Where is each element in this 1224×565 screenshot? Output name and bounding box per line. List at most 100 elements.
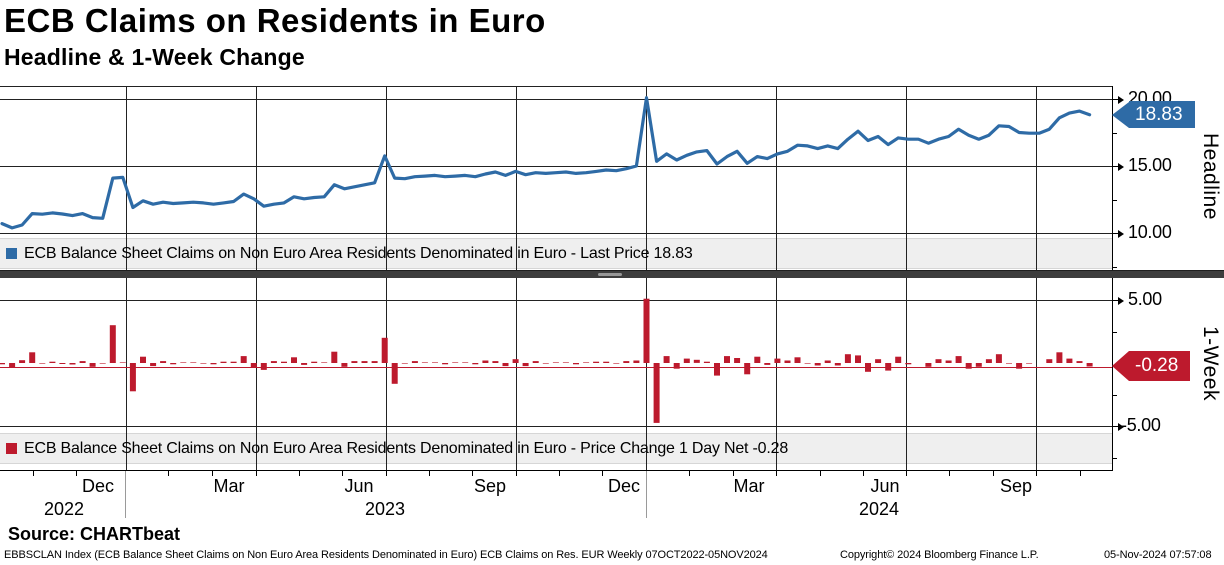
gridline-vertical [516,278,517,470]
zero-line [0,366,1112,368]
change-bar [593,361,600,363]
badge-arrow-icon [1112,351,1129,381]
change-bar [653,363,660,423]
x-axis-month-tick [1080,470,1081,476]
x-axis-month-tick [516,470,517,476]
change-bar [703,361,710,363]
axis-minor-tick [1112,331,1117,333]
x-axis-month-label: Jun [344,476,374,496]
change-bar [673,363,680,369]
change-bar [89,363,96,367]
change-bar [401,363,408,364]
change-bar [371,361,378,363]
gridline-vertical [126,86,127,270]
change-last-value-badge: -0.28 [1112,351,1191,381]
axis-tick-arrow-icon [1118,229,1124,238]
x-axis-month-tick [386,470,387,476]
change-bar [754,356,761,363]
change-bar [724,356,730,363]
axis-minor-tick [1112,394,1117,396]
axis-minor-tick [1112,199,1117,201]
right-axis-line [1112,86,1113,470]
change-bar [844,354,851,363]
bottom-legend-item[interactable]: ECB Balance Sheet Claims on Non Euro Are… [0,433,1112,464]
change-bar [59,363,66,364]
x-axis-month-label: Dec [607,476,640,496]
top-legend-item[interactable]: ECB Balance Sheet Claims on Non Euro Are… [0,238,1112,269]
change-bar [281,361,287,363]
change-bar [381,337,388,363]
gridline-vertical [256,278,257,470]
change-bar [452,362,459,363]
change-bar [925,363,932,367]
change-bar [462,362,469,363]
y-axis-tick-label: 10.00 [1128,222,1172,242]
change-bar [119,362,126,363]
change-bar [301,363,308,365]
change-bar [875,359,882,363]
change-bar [442,363,449,365]
change-bar [734,358,741,363]
gridline-vertical [386,86,387,270]
change-bar [744,363,751,375]
axis-tick-arrow-icon [1118,296,1124,305]
gridline-vertical [1036,278,1037,470]
x-axis-month-tick [33,470,34,476]
page-title: ECB Claims on Residents in Euro [4,2,546,39]
x-axis-month-tick [212,470,213,476]
change-bar [170,363,177,365]
blue-series-marker-icon [6,248,17,259]
change-bar [291,357,297,363]
change-bar [643,298,650,363]
change-bar [542,363,549,364]
x-axis-month-tick [993,470,994,476]
change-bar [331,351,338,363]
gridline-vertical [646,86,647,270]
gridline-vertical [776,86,777,270]
one-week-change-bar-chart [0,298,1093,423]
change-bar [150,363,157,367]
headline-line-chart [0,96,1092,230]
y-axis-tick-label: 15.00 [1128,155,1172,175]
x-axis-month-tick [733,470,734,476]
x-axis-month-tick [256,470,257,476]
footer-copyright: Copyright© 2024 Bloomberg Finance L.P. [840,549,1039,561]
change-bar [180,362,187,363]
change-bar [613,363,620,364]
change-bar [714,363,720,376]
change-bar [220,361,227,363]
x-axis-year-label: 2022 [43,499,85,519]
change-bar [270,361,277,363]
axis-major-tick [1112,300,1119,301]
change-bar [583,362,590,363]
axis-minor-tick [1112,457,1117,459]
change-bar [9,363,16,367]
change-bar [351,361,358,363]
change-bar [885,363,892,371]
change-bar [240,356,247,363]
change-bar [472,363,479,365]
bottom-legend-band [0,433,1112,464]
x-axis-month-label: Sep [473,476,507,496]
x-axis-month-tick [76,470,77,476]
change-bar [1006,363,1012,364]
x-axis-year-separator [125,470,126,518]
change-bar [109,325,116,363]
change-bar [421,362,428,363]
source-label: Source: CHARTbeat [8,524,181,544]
footer-timestamp: 05-Nov-2024 07:57:08 [1104,549,1212,561]
panel-splitter-handle[interactable] [598,273,622,276]
footer-description: EBBSCLAN Index (ECB Balance Sheet Claims… [4,549,768,561]
headline-last-price-badge: 18.83 [1112,101,1195,128]
gridline-horizontal [0,99,1112,100]
x-axis-month-tick [342,470,343,476]
change-bar [79,361,86,363]
top-legend-label: ECB Balance Sheet Claims on Non Euro Are… [24,244,693,262]
change-bar [764,363,771,365]
red-series-marker-icon [6,443,17,454]
change-bar [975,363,982,367]
change-bar [603,361,610,363]
gridline-vertical [256,86,257,270]
change-bar [834,363,841,366]
